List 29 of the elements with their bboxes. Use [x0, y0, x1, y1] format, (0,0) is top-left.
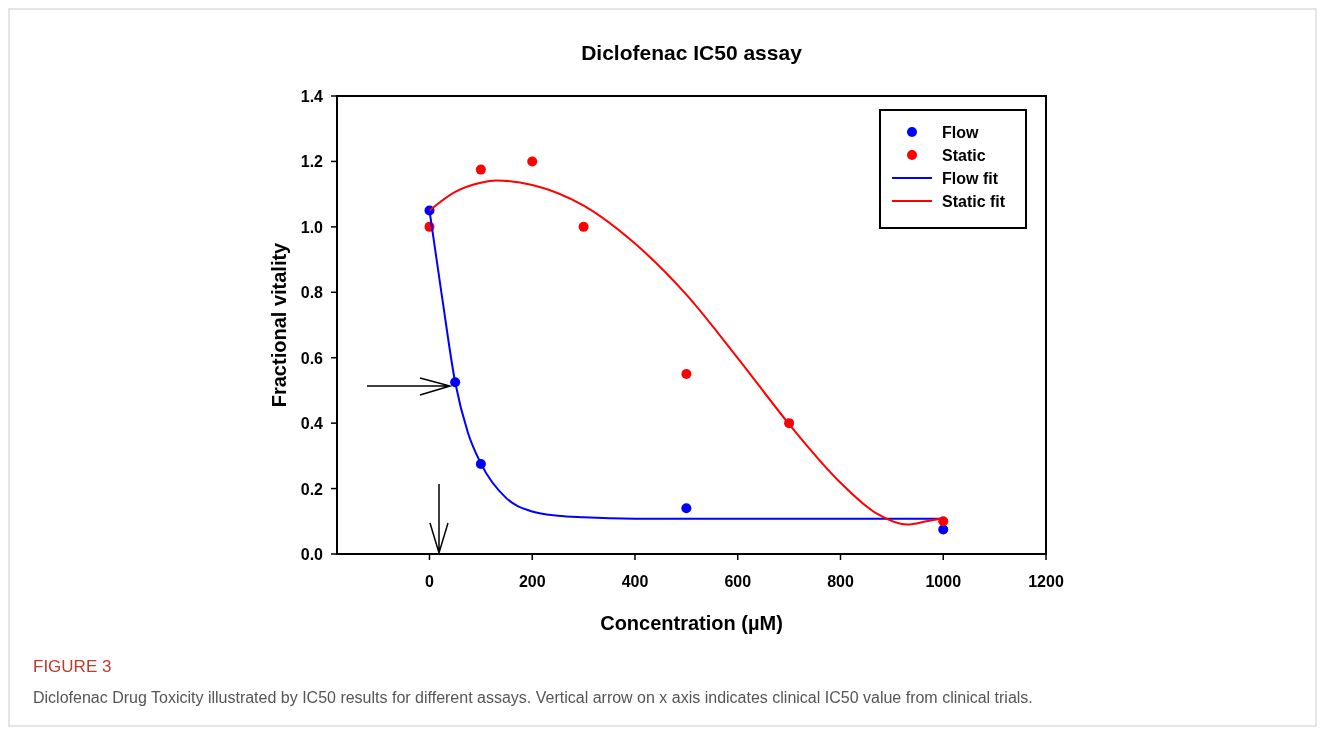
legend-label: Static fit	[942, 193, 1006, 210]
x-tick-label: 800	[827, 573, 854, 590]
legend-label: Flow fit	[942, 170, 999, 187]
y-tick-label: 0.8	[300, 284, 324, 302]
x-tick-label: 1000	[925, 573, 962, 590]
x-tick-label: 600	[724, 573, 752, 590]
y-tick-label: 0.4	[300, 415, 324, 433]
x-tick-label: 200	[518, 573, 546, 590]
y-axis-title: Fractional vitality	[268, 241, 290, 408]
x-tick-label: 1200	[1028, 573, 1064, 590]
y-tick-label: 1.2	[300, 153, 324, 171]
legend-label: Flow	[942, 124, 979, 141]
y-tick-label: 1.0	[300, 218, 324, 236]
y-tick-label: 0.6	[300, 349, 324, 367]
y-tick-label: 1.4	[300, 88, 324, 105]
chart-title: Diclofenac IC50 assay	[581, 41, 803, 64]
caption: FIGURE 3	[33, 657, 112, 676]
text: Diclofenac Drug Toxicity illustrated by IC50 results for different assays. Vertical arrow on x axis indicates clinical IC50 value from clinical trials.	[33, 689, 1033, 706]
point	[475, 164, 486, 175]
y-tick-label: 0.2	[300, 480, 324, 498]
point	[681, 369, 692, 380]
y-tick-label: 0.0	[300, 546, 324, 563]
point	[578, 221, 589, 232]
x-tick-label: 400	[621, 573, 649, 590]
x-tick-label: 0	[425, 573, 435, 590]
x-axis-title: Concentration (µM)	[600, 612, 783, 634]
point	[681, 503, 692, 514]
point	[527, 156, 538, 167]
legend-label: Static	[942, 147, 986, 164]
